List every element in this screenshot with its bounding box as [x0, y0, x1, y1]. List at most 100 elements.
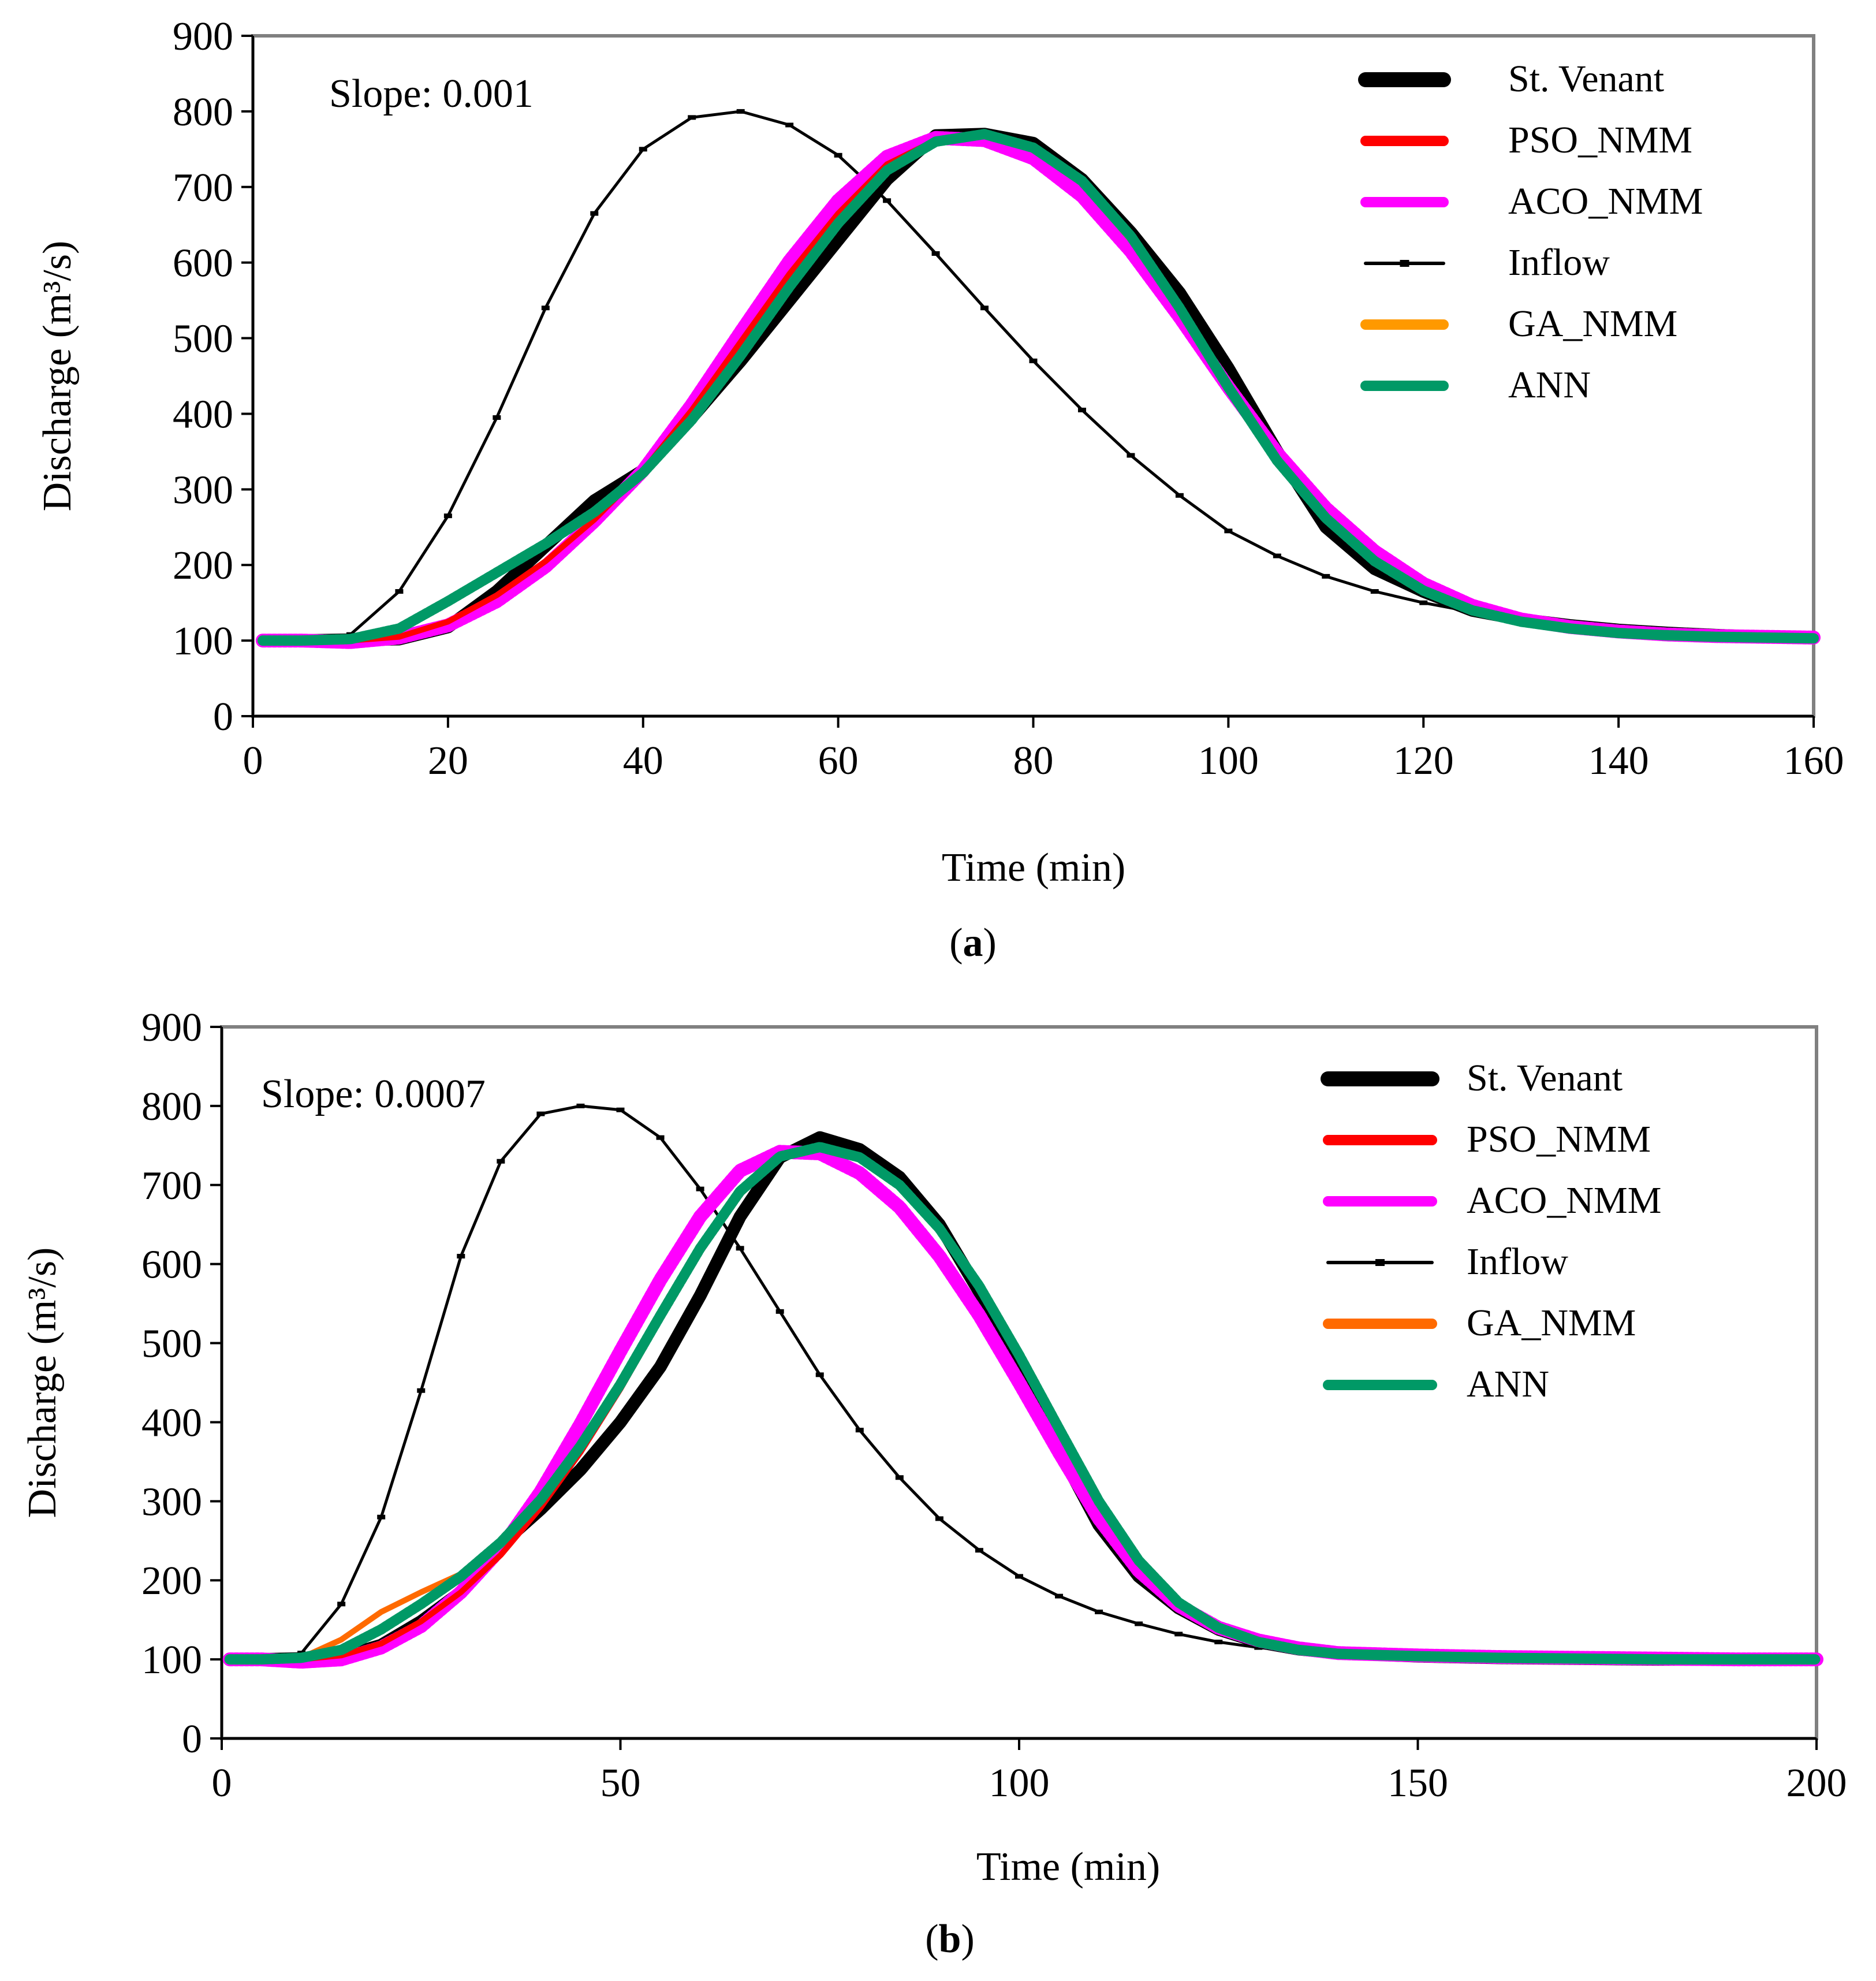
panel-b-y-axis-label: Discharge (m³/s) — [20, 1248, 65, 1518]
panel-b-x-tick-label: 0 — [212, 1761, 232, 1805]
panel-a: 0 100 200 300 400 500 600 700 800 900 0 20 40 60 80 100… — [35, 14, 1844, 965]
panel-a-x-tick-label: 0 — [243, 739, 263, 783]
panel-a-inflow-marker — [1370, 589, 1379, 594]
panel-b-inflow-marker — [975, 1548, 983, 1553]
panel-a-y-tick-label: 900 — [173, 14, 233, 59]
legend-inflow-marker — [1375, 1259, 1385, 1266]
panel-b-inflow-marker — [377, 1514, 386, 1520]
panel-a-caption: (a) — [949, 921, 997, 965]
panel-a-inflow-marker — [1322, 574, 1330, 579]
panel-a-legend-label-aco_nmm: ACO_NMM — [1508, 180, 1703, 222]
panel-a-y-tick-label: 100 — [173, 619, 233, 664]
panel-a-inflow-marker — [1127, 453, 1135, 458]
panel-b-inflow-marker — [696, 1186, 704, 1191]
panel-b-inflow-marker — [457, 1253, 465, 1258]
panel-b-inflow-marker — [616, 1107, 625, 1112]
panel-a-ticks: 0 100 200 300 400 500 600 700 800 900 0 20 40 60 80 100… — [173, 14, 1844, 783]
panel-a-inflow-marker — [1029, 358, 1038, 363]
panel-b-inflow-marker — [656, 1135, 665, 1140]
panel-b-series-ann — [224, 1142, 1822, 1665]
panel-b-inflow-marker — [895, 1475, 904, 1480]
panel-a-inflow-marker — [395, 589, 404, 594]
panel-b-x-tick-label: 150 — [1388, 1761, 1448, 1805]
panel-b-inflow-marker — [497, 1159, 505, 1164]
panel-a-y-tick-label: 300 — [173, 468, 233, 512]
panel-a-inflow-marker — [931, 251, 940, 256]
panel-a-inflow-marker — [980, 306, 989, 311]
panel-b-x-axis-label: Time (min) — [976, 1845, 1160, 1889]
panel-a-inflow-marker — [1175, 493, 1184, 498]
panel-a-x-tick-label: 60 — [818, 739, 859, 783]
panel-a-x-tick-label: 140 — [1588, 739, 1649, 783]
panel-a-y-tick-label: 700 — [173, 166, 233, 210]
panel-a-y-tick-label: 200 — [173, 543, 233, 588]
panel-a-inflow-marker — [1419, 600, 1428, 605]
panel-b-inflow-marker — [1135, 1621, 1143, 1626]
panel-a-y-axis-label: Discharge (m³/s) — [35, 241, 80, 512]
panel-b-y-tick-label: 500 — [141, 1322, 202, 1366]
panel-a-inflow-marker — [736, 109, 745, 114]
panel-a-inflow-marker — [541, 306, 550, 311]
panel-a-y-tick-label: 800 — [173, 90, 233, 135]
panel-b-y-tick-label: 100 — [141, 1638, 202, 1682]
panel-b-y-tick-label: 800 — [141, 1085, 202, 1129]
panel-b-x-tick-label: 50 — [601, 1761, 641, 1805]
panel-b-inflow-marker — [1174, 1632, 1183, 1637]
panel-a-legend-label-pso_nmm: PSO_NMM — [1508, 119, 1692, 161]
panel-b-x-tick-label: 200 — [1787, 1761, 1847, 1805]
panel-a-legend-label-ga_nmm: GA_NMM — [1508, 303, 1677, 345]
panel-b-inflow-marker — [1055, 1593, 1064, 1599]
panel-b-y-tick-label: 400 — [141, 1401, 202, 1445]
panel-a-y-tick-label: 0 — [213, 695, 233, 739]
panel-b-y-tick-label: 200 — [141, 1559, 202, 1603]
panel-a-inflow-marker — [1077, 407, 1086, 412]
panel-a-legend-label-inflow: Inflow — [1508, 241, 1610, 284]
legend-inflow-marker — [1400, 260, 1409, 267]
panel-a-inflow-marker — [1273, 553, 1281, 558]
panel-b-inflow-marker — [736, 1246, 744, 1251]
panel-b-inflow-marker — [1214, 1639, 1223, 1644]
panel-b-legend: St. Venant PSO_NMM ACO_NMM Inflow GA_NMM ANN — [1321, 1057, 1661, 1405]
panel-b-inflow-marker — [1015, 1574, 1023, 1579]
panel-b-inflow-marker — [855, 1428, 864, 1433]
panel-b-inflow-marker — [815, 1372, 824, 1377]
panel-b-slope-annotation: Slope: 0.0007 — [261, 1072, 486, 1116]
panel-a-inflow-marker — [785, 122, 794, 128]
panel-b-series — [222, 1103, 1823, 1669]
panel-b-inflow-marker — [935, 1516, 943, 1521]
panel-a-inflow-marker — [834, 152, 842, 158]
panel-a-legend: St. Venant PSO_NMM ACO_NMM Inflow GA_NMM ANN — [1358, 58, 1703, 406]
panel-b-caption: (b) — [925, 1917, 975, 1961]
panel-b-legend-label-ann: ANN — [1467, 1363, 1549, 1405]
panel-a-series-ann — [257, 129, 1819, 646]
panel-b-y-tick-label: 300 — [141, 1480, 202, 1524]
panel-b-y-tick-label: 0 — [182, 1717, 202, 1762]
panel-b-legend-label-inflow: Inflow — [1467, 1241, 1568, 1283]
panel-b-x-tick-label: 100 — [989, 1761, 1050, 1805]
panel-a-x-tick-label: 80 — [1013, 739, 1054, 783]
panel-a-caption-letter: a — [963, 921, 983, 965]
panel-b-ticks: 0 100 200 300 400 500 600 700 800 900 0 50 100 150 200 — [141, 1006, 1847, 1805]
panel-a-inflow-marker — [443, 513, 452, 519]
panel-b-inflow-marker — [337, 1602, 346, 1607]
panel-a-inflow-marker — [639, 147, 647, 152]
panel-b-y-tick-label: 700 — [141, 1164, 202, 1208]
panel-a-x-tick-label: 160 — [1784, 739, 1844, 783]
panel-a-x-tick-label: 20 — [428, 739, 468, 783]
panel-a-inflow-marker — [688, 115, 696, 120]
panel-a-inflow-marker — [1224, 528, 1233, 534]
panel-b-y-tick-label: 600 — [141, 1243, 202, 1287]
panel-b-legend-label-aco_nmm: ACO_NMM — [1467, 1179, 1661, 1222]
panel-b-y-tick-label: 900 — [141, 1006, 202, 1050]
panel-a-x-axis-label: Time (min) — [942, 846, 1125, 890]
panel-a-x-tick-label: 40 — [623, 739, 663, 783]
panel-a-x-tick-label: 120 — [1393, 739, 1454, 783]
panel-b-legend-label-ga_nmm_b: GA_NMM — [1467, 1302, 1636, 1344]
panel-a-slope-annotation: Slope: 0.001 — [329, 72, 534, 116]
panel-b-caption-letter: b — [939, 1917, 961, 1961]
panel-a-inflow-marker — [590, 211, 599, 216]
panel-b-inflow-marker — [775, 1309, 784, 1314]
panel-a-legend-label-st_venant: St. Venant — [1508, 58, 1664, 100]
panel-a-inflow-marker — [883, 198, 892, 203]
